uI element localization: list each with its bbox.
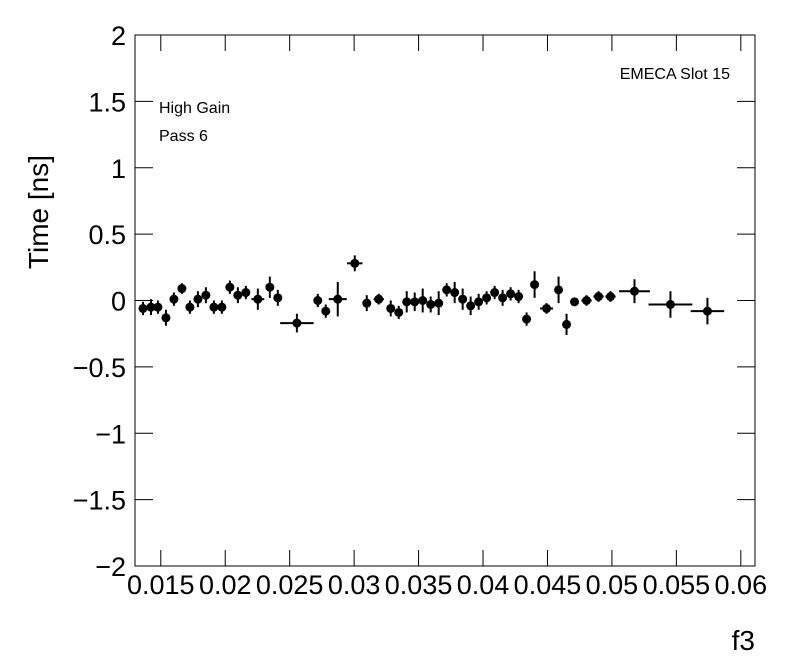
y-tick-label: 1: [111, 154, 126, 184]
x-tick-label: 0.055: [643, 570, 711, 600]
point: [177, 284, 187, 294]
y-tick-label: 0.5: [88, 220, 126, 250]
point: [146, 302, 156, 312]
point: [410, 297, 420, 307]
point: [292, 318, 302, 328]
point: [209, 302, 219, 312]
x-tick-label: 0.045: [514, 570, 582, 600]
point: [506, 289, 516, 299]
point: [522, 314, 532, 324]
point: [594, 292, 604, 302]
y-tick-label: 1.5: [88, 87, 126, 117]
point: [426, 299, 436, 309]
point: [138, 303, 148, 313]
point: [562, 319, 572, 329]
point: [442, 285, 452, 295]
point: [570, 297, 580, 307]
y-tick-label: −0.5: [73, 353, 126, 383]
x-tick-label: 0.03: [328, 570, 381, 600]
point: [241, 288, 251, 298]
point: [530, 280, 540, 290]
point: [629, 286, 639, 296]
point: [333, 294, 343, 304]
y-tick-label: −1.5: [73, 486, 126, 516]
x-tick-label: 0.02: [199, 570, 252, 600]
y-tick-label: −2: [95, 552, 126, 582]
point: [665, 299, 675, 309]
point: [542, 303, 552, 313]
point: [418, 296, 428, 305]
x-axis-label: f3: [732, 625, 755, 656]
annotation: EMECA Slot 15: [620, 66, 730, 83]
point: [225, 282, 235, 292]
point: [374, 294, 384, 304]
annotation: Pass 6: [159, 128, 208, 145]
y-tick-label: 2: [111, 21, 126, 51]
point: [313, 296, 323, 305]
point: [185, 302, 195, 312]
point: [394, 307, 404, 317]
point: [554, 285, 564, 295]
point: [482, 293, 492, 303]
y-axis-label: Time [ns]: [23, 155, 54, 269]
point: [474, 297, 484, 307]
point: [321, 306, 331, 316]
point: [253, 294, 263, 304]
point: [386, 303, 396, 313]
point: [350, 258, 360, 268]
point: [458, 294, 468, 304]
point: [466, 301, 476, 311]
point: [402, 297, 412, 307]
point: [582, 296, 592, 305]
point: [161, 313, 171, 323]
x-tick-label: 0.035: [385, 570, 453, 600]
x-tick-label: 0.04: [457, 570, 510, 600]
point: [606, 292, 616, 302]
x-tick-label: 0.015: [127, 570, 195, 600]
x-tick-label: 0.025: [256, 570, 324, 600]
point: [490, 288, 500, 298]
y-tick-label: −1: [95, 419, 126, 449]
point: [434, 298, 444, 308]
point: [153, 302, 163, 312]
x-tick-label: 0.06: [715, 570, 768, 600]
point: [265, 282, 275, 292]
point: [362, 298, 372, 308]
point: [450, 288, 460, 298]
point: [702, 306, 712, 316]
point: [514, 292, 524, 302]
point: [217, 302, 227, 312]
point: [498, 293, 508, 303]
x-tick-label: 0.05: [586, 570, 639, 600]
annotation: High Gain: [159, 100, 230, 117]
point: [201, 290, 211, 300]
point: [169, 294, 179, 304]
point: [273, 293, 283, 303]
y-tick-label: 0: [111, 287, 126, 317]
point: [233, 290, 243, 300]
point: [193, 294, 203, 304]
